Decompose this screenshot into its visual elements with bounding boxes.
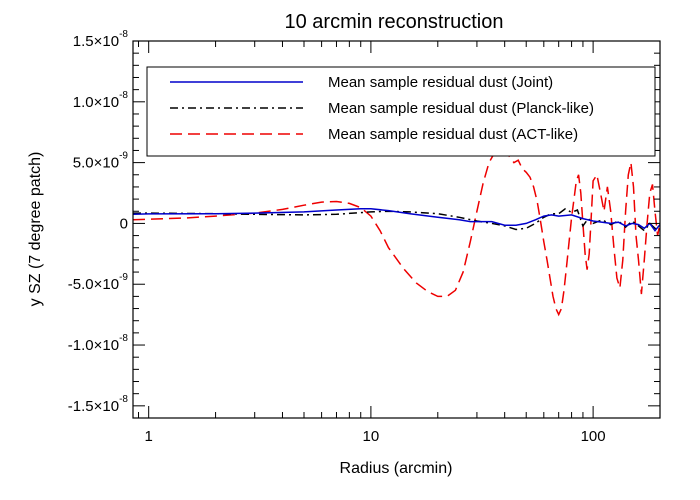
y-tick-mantissa: -5.0×10 xyxy=(68,276,119,293)
x-tick-label: 100 xyxy=(581,428,606,445)
y-tick-exponent: -9 xyxy=(119,151,128,162)
plot-frame xyxy=(132,40,661,419)
x-tick-label: 1 xyxy=(145,428,153,445)
y-tick-exponent: -9 xyxy=(119,272,128,283)
y-tick-label: -1.0×10-8 xyxy=(68,333,129,354)
y-tick-mantissa: 1.0×10 xyxy=(73,94,119,111)
y-tick-label: 1.0×10-8 xyxy=(73,90,129,111)
legend-label-1: Mean sample residual dust (Planck-like) xyxy=(328,100,594,117)
y-tick-label: 5.0×10-9 xyxy=(73,151,129,172)
y-tick-label: 1.5×10-8 xyxy=(73,29,129,50)
plot-lines xyxy=(133,147,660,317)
legend-label-2: Mean sample residual dust (ACT-like) xyxy=(328,126,578,143)
y-tick-label: -5.0×10-9 xyxy=(68,272,129,293)
y-tick-mantissa: -1.0×10 xyxy=(68,337,119,354)
y-tick-label: 0 xyxy=(120,215,128,232)
y-tick-exponent: -8 xyxy=(119,394,128,405)
chart-title: 10 arcmin reconstruction xyxy=(285,11,504,33)
series-line-0 xyxy=(133,208,660,232)
x-axis-label: Radius (arcmin) xyxy=(340,460,453,477)
series-line-2 xyxy=(133,147,660,317)
x-tick-label: 10 xyxy=(363,428,380,445)
y-ticks: 1.5×10-81.0×10-85.0×10-90-5.0×10-9-1.0×1… xyxy=(68,29,660,415)
y-tick-exponent: -8 xyxy=(119,90,128,101)
y-tick-exponent: -8 xyxy=(119,333,128,344)
y-tick-mantissa: -1.5×10 xyxy=(68,398,119,415)
legend: Mean sample residual dust (Joint) Mean sa… xyxy=(146,66,656,157)
y-tick-exponent: -8 xyxy=(119,29,128,40)
y-tick-mantissa: 5.0×10 xyxy=(73,155,119,172)
y-tick-label: -1.5×10-8 xyxy=(68,394,129,415)
legend-label-0: Mean sample residual dust (Joint) xyxy=(328,74,553,91)
y-tick-mantissa: 1.5×10 xyxy=(73,33,119,50)
y-tick-mantissa: 0 xyxy=(120,215,128,232)
y-axis-label: y SZ (7 degree patch) xyxy=(27,152,44,307)
x-ticks: 1 10 100 xyxy=(138,41,661,445)
